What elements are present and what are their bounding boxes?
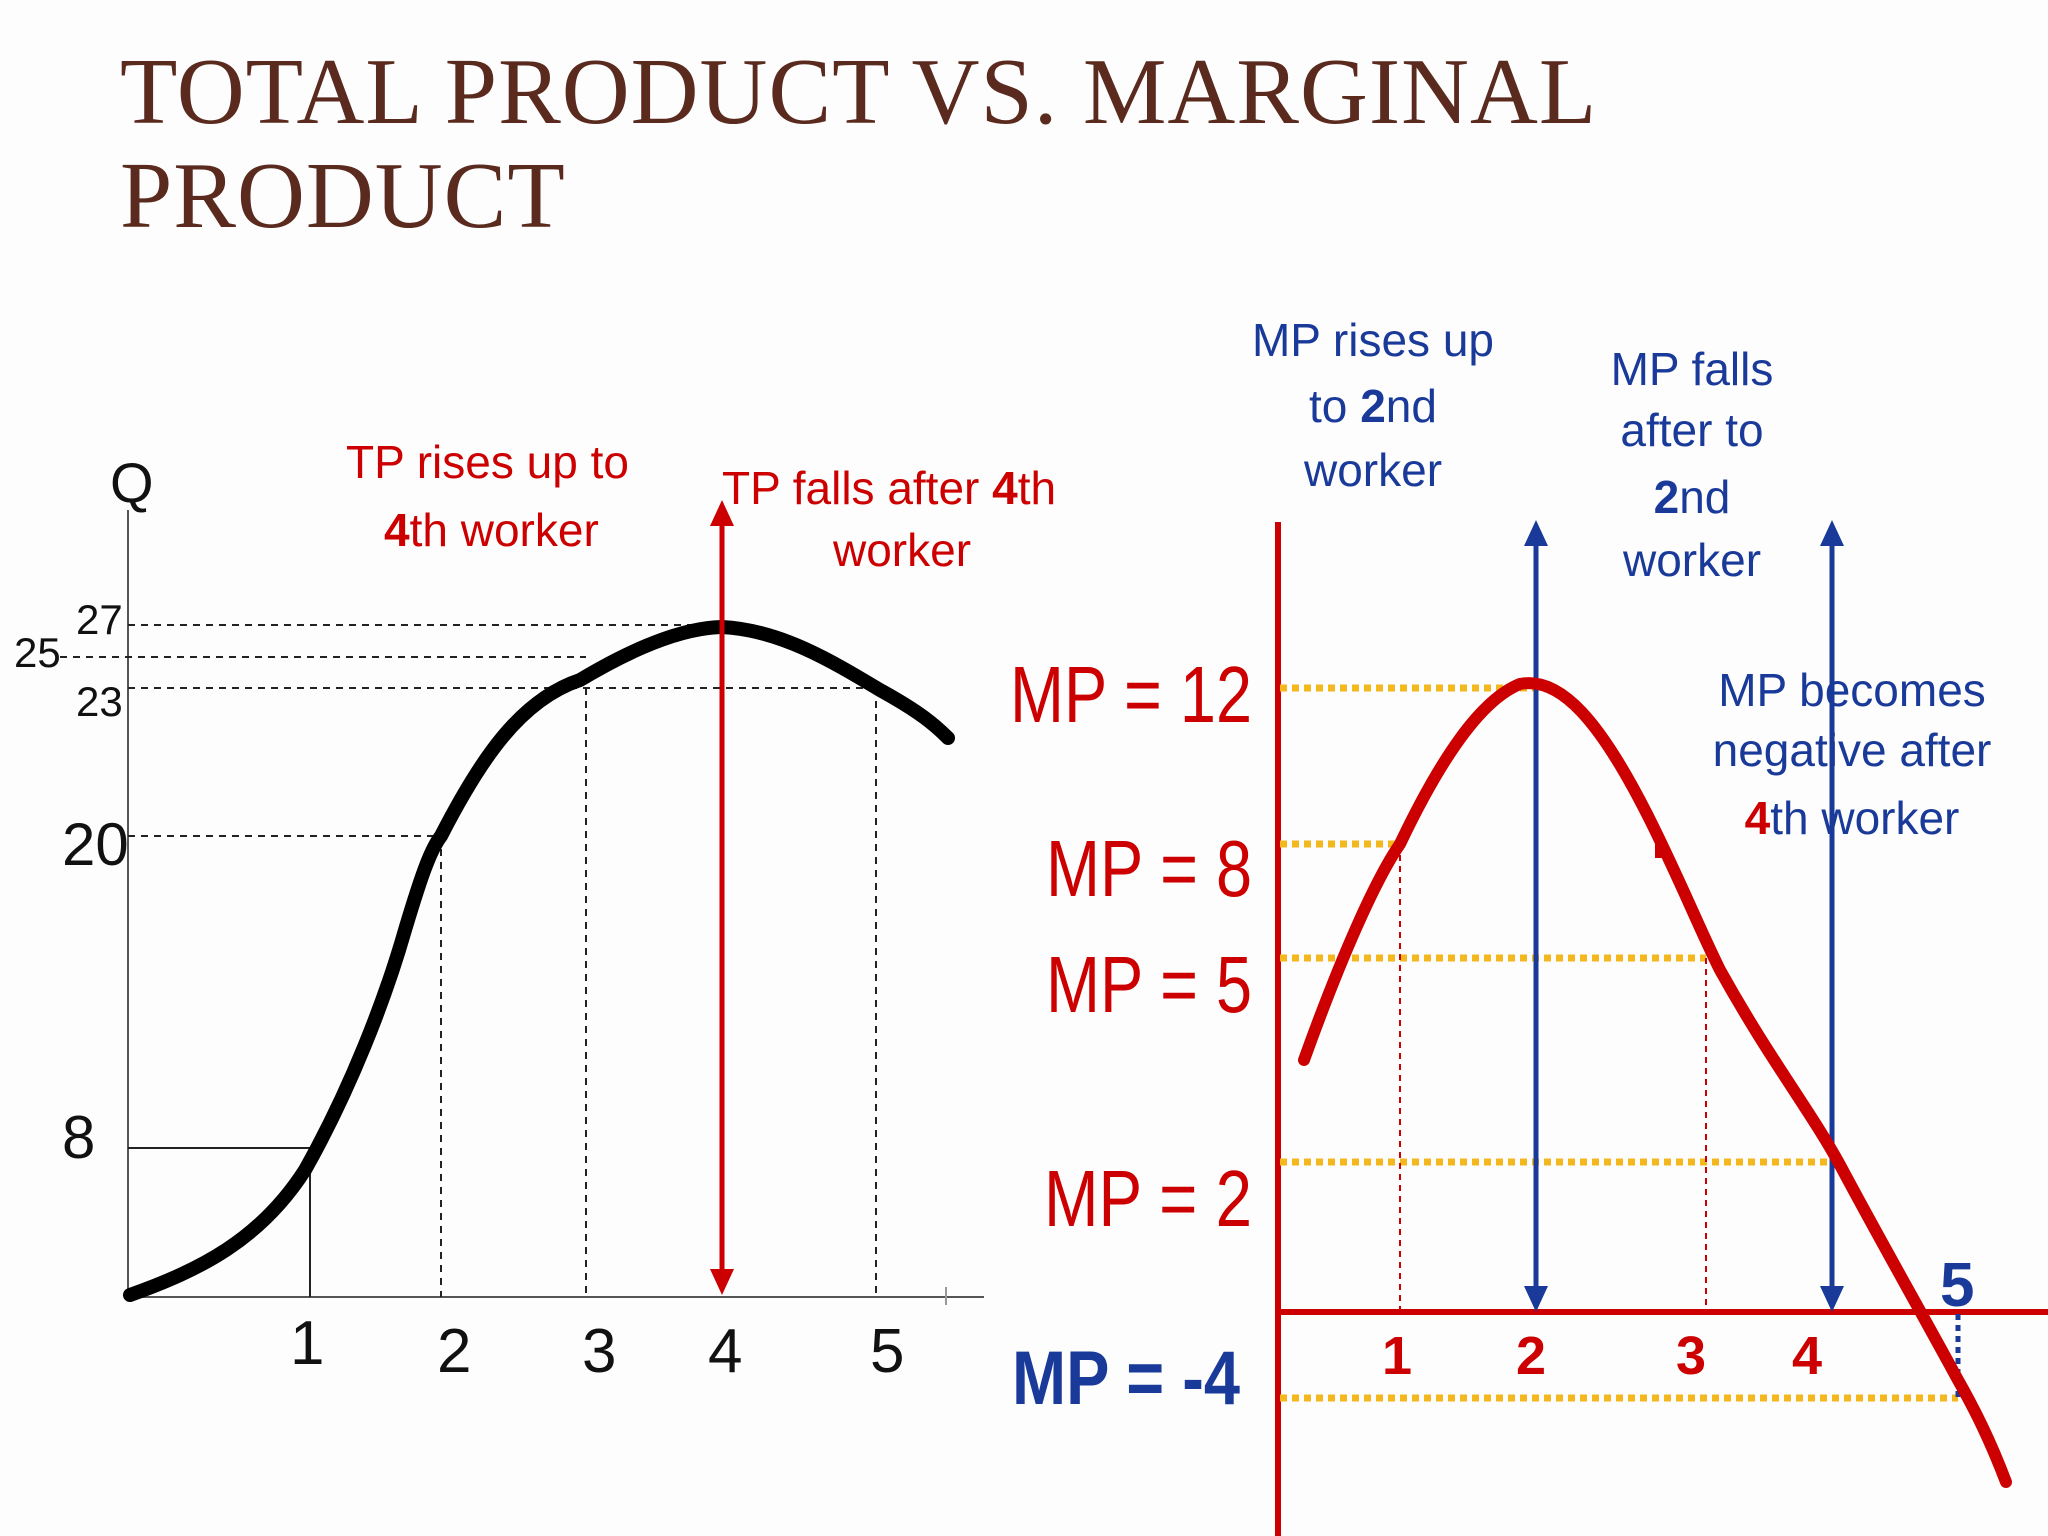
mp-curve (1298, 677, 2012, 1488)
mp-negative-note: MP becomes negative after 4th worker (1713, 664, 1992, 844)
mp-gold-guides (1280, 684, 1958, 1402)
mp-curve-marker (1655, 838, 1663, 858)
mp-negative-line-3: 4th worker (1745, 792, 1960, 844)
tp-x-tick-2: 2 (437, 1317, 471, 1386)
tp-curve (123, 619, 955, 1302)
mp-falls-note: MP falls after to 2nd worker (1611, 343, 1774, 586)
tp-fall-note-line-1: TP falls after 4th (722, 462, 1056, 514)
mp-label-2: MP = 2 (1044, 1154, 1252, 1243)
mp-x-tick-4: 4 (1792, 1326, 1822, 1386)
tp-fall-note-line-2: worker (832, 524, 971, 576)
tp-y-tick-25: 25 (14, 629, 61, 676)
tp-rise-note-line-2: 4th worker (384, 504, 599, 556)
mp-rises-line-3: worker (1303, 444, 1442, 496)
tp-x-tick-5: 5 (870, 1317, 904, 1386)
tp-y-tick-20: 20 (62, 811, 129, 878)
tp-y-axis-label: Q (110, 451, 154, 514)
mp-rises-line-1: MP rises up (1252, 314, 1494, 366)
mp-rises-line-2: to 2nd (1309, 380, 1437, 432)
mp-x-tick-3: 3 (1676, 1326, 1706, 1386)
tp-max-arrow (710, 500, 734, 1295)
mp-chart: MP = 12 MP = 8 MP = 5 MP = 2 MP = -4 1 2… (1010, 314, 2048, 1536)
mp-negative-line-2: negative after (1713, 724, 1992, 776)
mp-label-12: MP = 12 (1010, 650, 1252, 739)
mp-x-tick-2: 2 (1516, 1326, 1546, 1386)
tp-dashed-guides (60, 624, 877, 1297)
tp-guide-8 (128, 1147, 311, 1297)
tp-y-tick-8: 8 (62, 1104, 95, 1171)
tp-chart: Q 27 25 23 20 8 1 2 3 4 5 (14, 436, 1056, 1386)
tp-x-tick-1: 1 (290, 1309, 324, 1378)
mp-label-neg4: MP = -4 (1012, 1336, 1240, 1421)
mp-x-tick-1: 1 (1382, 1326, 1412, 1386)
mp-falls-line-4: worker (1622, 534, 1761, 586)
mp-falls-line-1: MP falls (1611, 343, 1774, 395)
tp-y-tick-23: 23 (76, 678, 123, 725)
mp-label-8: MP = 8 (1046, 824, 1252, 913)
tp-y-tick-27: 27 (76, 596, 123, 643)
mp-falls-line-2: after to (1620, 404, 1763, 456)
tp-x-tick-3: 3 (582, 1317, 616, 1386)
mp-x-tick-5: 5 (1940, 1251, 1974, 1320)
tp-x-tick-4: 4 (708, 1317, 742, 1386)
mp-arrow-2 (1524, 520, 1548, 1312)
tp-rise-note-line-1: TP rises up to (346, 436, 629, 488)
mp-arrow-4 (1820, 520, 1844, 1312)
slide-title-line-2: PRODUCT (120, 144, 566, 248)
mp-label-5: MP = 5 (1046, 940, 1252, 1029)
mp-red-guides (1399, 844, 1707, 1312)
mp-rises-note: MP rises up to 2nd worker (1252, 314, 1494, 496)
slide-title: TOTAL PRODUCT VS. MARGINAL PRODUCT (120, 40, 1820, 248)
mp-negative-line-1: MP becomes (1718, 664, 1986, 716)
slide-title-line-1: TOTAL PRODUCT VS. MARGINAL (120, 40, 1598, 144)
mp-falls-line-3: 2nd (1654, 471, 1731, 523)
